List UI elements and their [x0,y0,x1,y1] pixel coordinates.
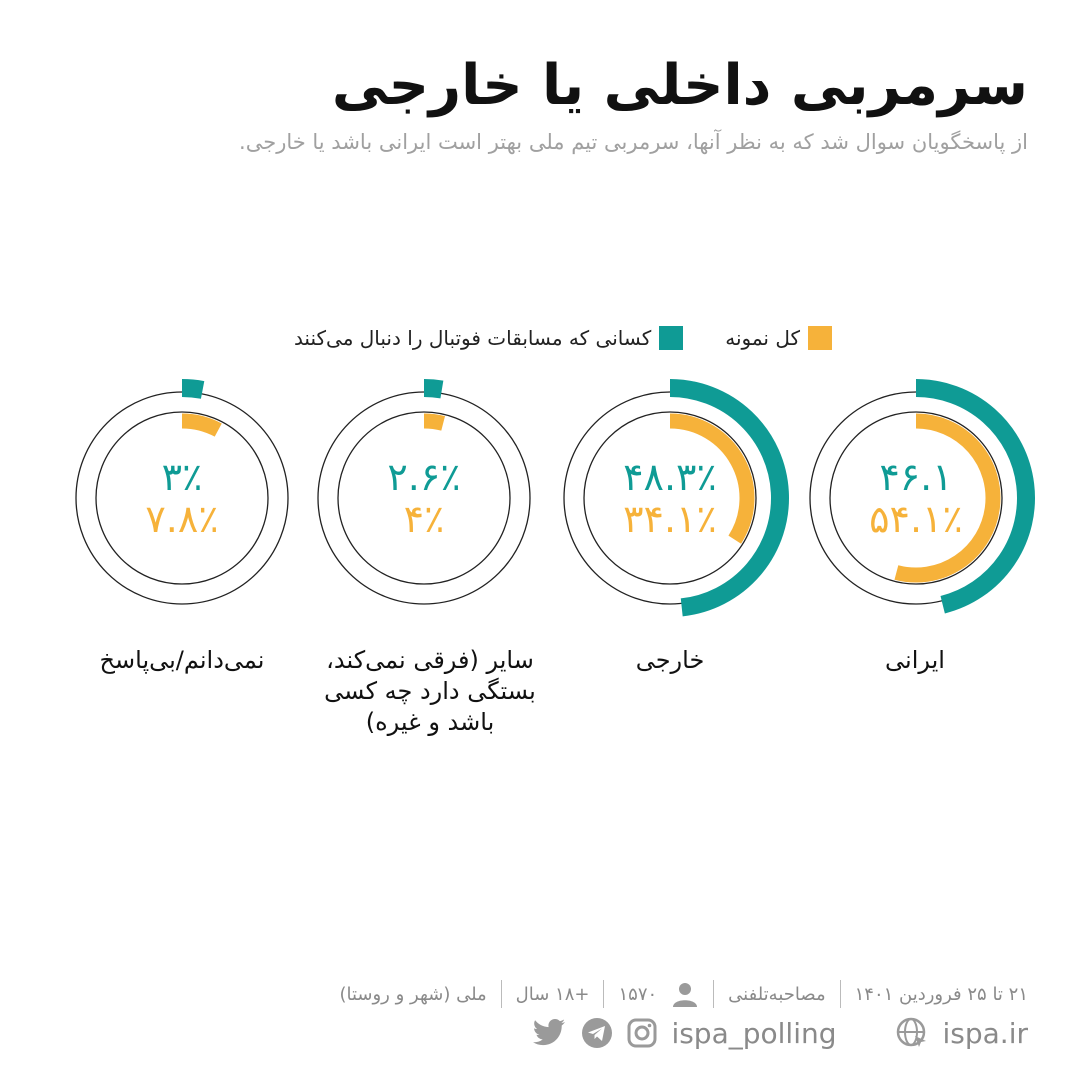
legend-swatch-orange [808,326,832,350]
orange-value-label: ۴٪ [404,497,445,541]
teal-value-label: ۳٪ [162,455,203,499]
teal-value-label: ۴۶.۱ [879,455,952,499]
category-label-other: سایر (فرقی نمی‌کند، بستگی دارد چه کسی با… [324,646,536,737]
twitter-icon[interactable] [531,1018,567,1048]
legend-item-total: کل نمونه [725,326,832,350]
chart-title: سرمربی داخلی یا خارجی [331,53,1028,118]
donut-inner-ring [829,411,1003,585]
footer-method: مصاحبه‌تلفنی [728,983,826,1005]
orange-arc [181,413,222,437]
teal-arc [423,379,444,399]
footer-scope: ملی (شهر و روستا) [339,983,487,1005]
orange-arc [894,413,1001,583]
footer-sample: ۱۵۷۰ [618,983,658,1005]
footer-age: +۱۸ سال [515,983,590,1005]
telegram-icon[interactable] [581,1017,613,1049]
site-link[interactable]: ispa.ir [942,1016,1029,1050]
legend-label-total: کل نمونه [725,326,800,350]
orange-arc [423,413,446,431]
teal-arc [181,379,205,399]
orange-value-label: ۵۴.۱٪ [869,497,963,541]
footer-divider [500,980,502,1008]
teal-value-label: ۴۸.۳٪ [623,455,717,499]
orange-arc [669,413,755,544]
orange-value-label: ۷.۸٪ [145,497,218,541]
legend-item-followers: کسانی که مسابقات فوتبال را دنبال می‌کنند [293,326,684,350]
footer-divider [839,980,841,1008]
legend-swatch-teal [659,326,684,350]
instagram-icon[interactable] [627,1018,657,1048]
donut-charts: ۴۶.۱۵۴.۱٪ ۴۸.۳٪۳۴.۱٪ ۲.۶٪۴٪ ۳٪۷.۸٪ [75,379,1035,617]
legend-label-followers: کسانی که مسابقات فوتبال را دنبال می‌کنند [293,326,652,350]
category-label-dont-know: نمی‌دانم/بی‌پاسخ [99,646,265,674]
footer-date: ۲۱ تا ۲۵ فروردین ۱۴۰۱ [854,983,1028,1005]
footer-meta: ۲۱ تا ۲۵ فروردین ۱۴۰۱ مصاحبه‌تلفنی ۱۵۷۰ … [28,980,1028,1008]
social-handle[interactable]: ispa_polling [671,1016,837,1050]
donut-inner-ring [583,411,757,585]
donut-inner-ring [337,411,511,585]
globe-icon[interactable] [895,1016,929,1050]
social-bar: ispa_polling ispa.ir [531,1016,1028,1050]
footer-divider [713,980,715,1008]
category-label-foreign: خارجی [635,646,705,674]
legend: کل نمونه کسانی که مسابقات فوتبال را دنبا… [294,326,832,350]
footer-divider [603,980,605,1008]
teal-arc [669,379,789,617]
teal-arc [915,379,1035,614]
orange-value-label: ۳۴.۱٪ [623,497,717,541]
donut-inner-ring [95,411,269,585]
category-label-iranian: ایرانی [885,646,945,674]
teal-value-label: ۲.۶٪ [387,455,460,499]
chart-subtitle: از پاسخگویان سوال شد که به نظر آنها، سرم… [239,130,1028,154]
user-icon [671,980,699,1008]
